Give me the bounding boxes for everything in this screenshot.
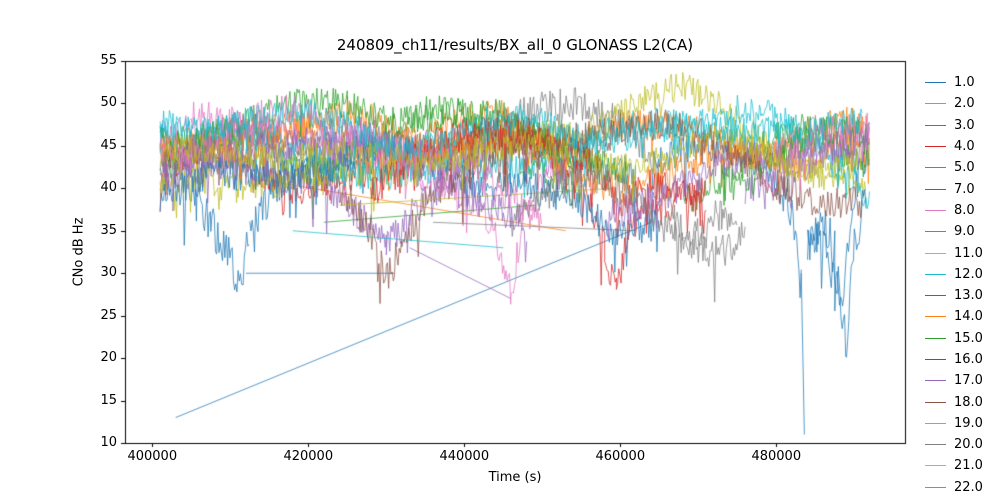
x-tick-label: 440000 [439, 449, 490, 464]
legend-label: 20.0 [954, 437, 983, 453]
legend-entry: 22.0 [925, 477, 1000, 498]
legend-label: 14.0 [954, 309, 983, 325]
legend-entry: 12.0 [925, 264, 1000, 285]
x-tick-label: 480000 [751, 449, 802, 464]
legend-entry: 15.0 [925, 328, 1000, 349]
legend-entry: 21.0 [925, 455, 1000, 476]
legend-label: 4.0 [954, 139, 975, 155]
legend-entry: 13.0 [925, 285, 1000, 306]
y-tick-label: 35 [100, 222, 117, 238]
legend-label: 12.0 [954, 266, 983, 282]
legend-entry: 8.0 [925, 200, 1000, 221]
legend-line-swatch [925, 167, 946, 169]
legend-entry: 2.0 [925, 93, 1000, 114]
legend-line-swatch [925, 188, 946, 190]
y-tick-label: 25 [100, 307, 117, 323]
legend-entry: 5.0 [925, 157, 1000, 178]
legend-label: 2.0 [954, 96, 975, 112]
legend-label: 11.0 [954, 245, 983, 261]
legend-entry: 3.0 [925, 115, 1000, 136]
y-tick-label: 15 [100, 392, 117, 408]
legend-line-swatch [925, 337, 946, 339]
legend-line-swatch [925, 380, 946, 382]
legend-line-swatch [925, 359, 946, 360]
legend-entry: 4.0 [925, 136, 1000, 157]
legend-label: 8.0 [954, 202, 975, 218]
x-axis-label: Time (s) [488, 470, 542, 485]
y-tick-label: 45 [100, 137, 117, 153]
y-tick-label: 55 [100, 53, 117, 68]
legend-line-swatch [925, 209, 946, 211]
legend-line-swatch [925, 316, 946, 318]
y-tick-label: 30 [100, 265, 117, 281]
legend-line-swatch [925, 486, 946, 488]
legend-line-swatch [925, 401, 946, 403]
legend-entry: 7.0 [925, 178, 1000, 199]
legend-label: 19.0 [954, 415, 983, 431]
legend-line-swatch [925, 146, 946, 148]
legend-line-swatch [925, 103, 946, 105]
legend: 1.0 2.0 3.0 4.0 5.0 7.0 8.0 9.0 11.0 12.0 13.0 14.0… [925, 72, 1000, 500]
legend-line-swatch [925, 444, 946, 446]
y-axis-label: CNo dB Hz [71, 217, 87, 287]
legend-label: 22.0 [954, 479, 983, 495]
legend-label: 5.0 [954, 160, 975, 176]
legend-label: 9.0 [954, 224, 975, 240]
legend-entry: 14.0 [925, 306, 1000, 327]
legend-label: 18.0 [954, 394, 983, 410]
x-tick-label: 420000 [283, 449, 334, 464]
legend-entry: 1.0 [925, 72, 1000, 93]
legend-label: 13.0 [954, 288, 983, 304]
y-tick-label: 20 [100, 350, 117, 366]
legend-entry: 17.0 [925, 370, 1000, 391]
legend-label: 17.0 [954, 373, 983, 389]
legend-label: 1.0 [954, 75, 975, 91]
legend-label: 7.0 [954, 181, 975, 197]
legend-line-swatch [925, 295, 946, 297]
legend-line-swatch [925, 82, 946, 84]
legend-entry: 19.0 [925, 413, 1000, 434]
legend-line-swatch [925, 252, 946, 254]
y-tick-label: 40 [100, 180, 117, 196]
legend-line-swatch [925, 124, 946, 126]
legend-entry: 11.0 [925, 242, 1000, 263]
legend-label: 21.0 [954, 458, 983, 474]
legend-line-swatch [925, 231, 946, 233]
y-tick-label: 50 [100, 95, 117, 111]
legend-entry: 20.0 [925, 434, 1000, 455]
legend-entry: 9.0 [925, 221, 1000, 242]
legend-entry: 16.0 [925, 349, 1000, 370]
legend-label: 15.0 [954, 330, 983, 346]
legend-line-swatch [925, 422, 946, 424]
x-tick-label: 400000 [127, 449, 178, 464]
y-tick-label: 10 [100, 435, 117, 450]
legend-entry: 18.0 [925, 391, 1000, 412]
legend-line-swatch [925, 273, 946, 275]
legend-label: 16.0 [954, 352, 983, 367]
legend-line-swatch [925, 465, 946, 467]
legend-label: 3.0 [954, 117, 975, 133]
x-tick-label: 460000 [595, 449, 646, 464]
